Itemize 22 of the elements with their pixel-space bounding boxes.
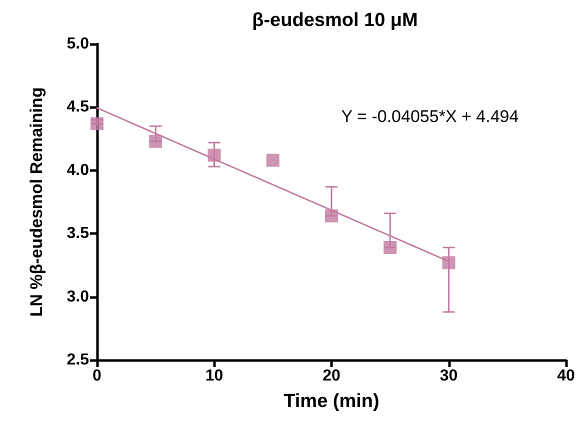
y-axis-title: LN %β-eudesmol Remaining [27, 87, 46, 317]
chart-title: β-eudesmol 10 μM [252, 10, 418, 31]
x-tick-label: 0 [92, 368, 102, 384]
x-tick-label: 30 [440, 368, 458, 384]
point [442, 256, 456, 270]
x-axis-title: Time (min) [284, 391, 380, 412]
x-tick-label: 40 [557, 368, 575, 384]
point [90, 117, 104, 130]
x-tick-label: 10 [205, 368, 224, 384]
point [266, 154, 280, 167]
y-tick-label: 5.0 [66, 36, 90, 52]
point [149, 134, 162, 148]
point [384, 241, 397, 254]
point [208, 148, 221, 162]
point [325, 209, 338, 222]
y-tick-label: 4.5 [66, 98, 90, 116]
annotation: Y = -0.04055*X + 4.494 [341, 107, 519, 126]
y-tick-label: 3.0 [66, 288, 90, 306]
y-tick-label: 2.5 [66, 352, 90, 368]
y-tick-label: 3.5 [66, 225, 90, 242]
x-tick-label: 20 [322, 368, 340, 384]
y-tick-label: 4.0 [66, 162, 90, 179]
